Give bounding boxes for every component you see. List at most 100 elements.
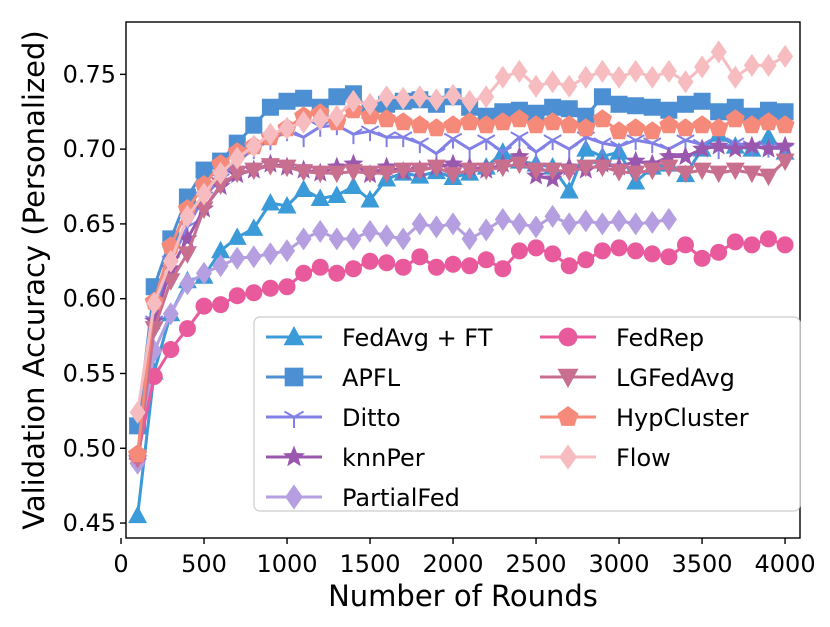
data-point-flow [362,92,378,116]
data-point-lgfedavg [493,159,513,178]
data-point-lgfedavg [509,156,529,175]
data-point-fedrep [676,236,694,254]
data-point-lgfedavg [443,167,463,185]
series-flow [129,40,794,424]
data-point-knnper [725,138,746,158]
legend-marker [557,368,579,388]
data-point-hypcluster [426,118,446,137]
data-point-partialfed [328,227,345,251]
x-tick-label: 3000 [589,550,650,578]
data-point-hypcluster [460,112,480,131]
data-point-apfl [660,101,678,119]
data-point-apfl [759,101,777,119]
data-point-flow [611,65,627,89]
data-point-partialfed [528,215,544,239]
data-point-apfl [544,98,562,116]
data-point-fedrep [477,251,495,269]
data-point-apfl [726,98,744,116]
data-point-fedrep [228,287,246,305]
data-point-fedrep [627,242,645,260]
data-point-lgfedavg [676,165,695,184]
data-point-ditto [543,134,562,151]
legend-marker [283,410,305,428]
data-point-flow [727,65,744,89]
data-point-knnper [177,228,198,248]
data-point-fedavg-ft [559,181,579,199]
data-point-flow [743,53,760,77]
data-point-flow [196,182,212,206]
data-point-hypcluster [526,115,546,134]
x-tick-label: 3500 [672,550,733,578]
data-point-hypcluster [393,112,413,131]
y-axis-ticks: 0.45 0.50 0.55 0.60 0.65 0.70 0.75 [63,60,126,537]
data-point-apfl [245,116,263,134]
x-tick-label: 1500 [339,550,400,578]
data-point-fedrep [162,341,180,359]
data-point-apfl [278,92,296,110]
data-point-apfl [676,95,694,113]
data-point-knnper [758,138,779,158]
data-point-lgfedavg [244,162,264,181]
data-point-flow [146,291,163,315]
data-point-lgfedavg [659,159,679,178]
data-point-lgfedavg [725,162,745,181]
data-point-fedrep [245,284,263,302]
data-point-fedavg-ft [759,127,778,145]
data-point-fedrep [394,258,412,276]
data-point-ditto [609,140,629,157]
data-point-flow [494,65,511,89]
data-point-knnper [144,310,165,330]
data-point-fedavg-ft [260,193,280,211]
data-point-hypcluster [725,109,745,128]
data-point-flow [660,59,677,83]
data-point-partialfed [594,212,611,236]
data-point-partialfed [627,212,644,236]
data-point-hypcluster [609,121,629,140]
data-point-knnper [741,135,762,155]
data-point-hypcluster [410,115,430,134]
data-point-hypcluster [659,115,679,134]
data-point-lgfedavg [709,165,729,184]
data-point-partialfed [644,210,661,234]
data-point-fedrep [510,242,528,260]
data-point-flow [378,85,395,109]
data-point-fedrep [361,252,379,270]
data-point-flow [328,104,345,128]
y-tick-label: 0.50 [63,434,116,462]
legend-item-fedavg-ft: FedAvg + FT [266,324,493,352]
data-point-ditto [410,137,430,154]
data-point-flow [760,53,777,77]
data-point-hypcluster [758,112,778,131]
data-point-partialfed [212,254,229,278]
data-point-lgfedavg [626,165,646,184]
data-point-knnper [658,146,679,166]
data-point-fedrep [378,254,396,272]
legend-item-hypcluster: HypCluster [540,404,749,432]
data-point-fedrep [527,239,545,257]
data-point-fedrep [710,243,728,261]
data-point-partialfed [378,224,395,248]
legend-box [253,316,801,512]
plot-marks [127,40,795,524]
y-tick-label: 0.70 [63,135,116,163]
data-point-apfl [527,104,545,122]
data-point-partialfed [179,272,196,296]
data-point-partialfed [362,219,378,243]
data-point-fedrep [461,257,479,275]
data-point-flow [179,204,196,228]
legend-item-ditto: Ditto [266,404,401,432]
data-point-flow [627,59,644,83]
data-point-partialfed [411,212,428,236]
data-point-flow [677,70,694,94]
legend-marker [559,444,577,470]
data-point-flow [577,65,594,89]
data-point-lgfedavg [476,162,496,181]
data-point-apfl [328,88,346,106]
data-point-fedrep [494,260,512,278]
data-point-fedrep [743,236,761,254]
data-point-hypcluster [675,118,695,137]
data-point-ditto [377,131,396,148]
data-point-flow [694,55,711,79]
data-point-hypcluster [559,115,579,134]
